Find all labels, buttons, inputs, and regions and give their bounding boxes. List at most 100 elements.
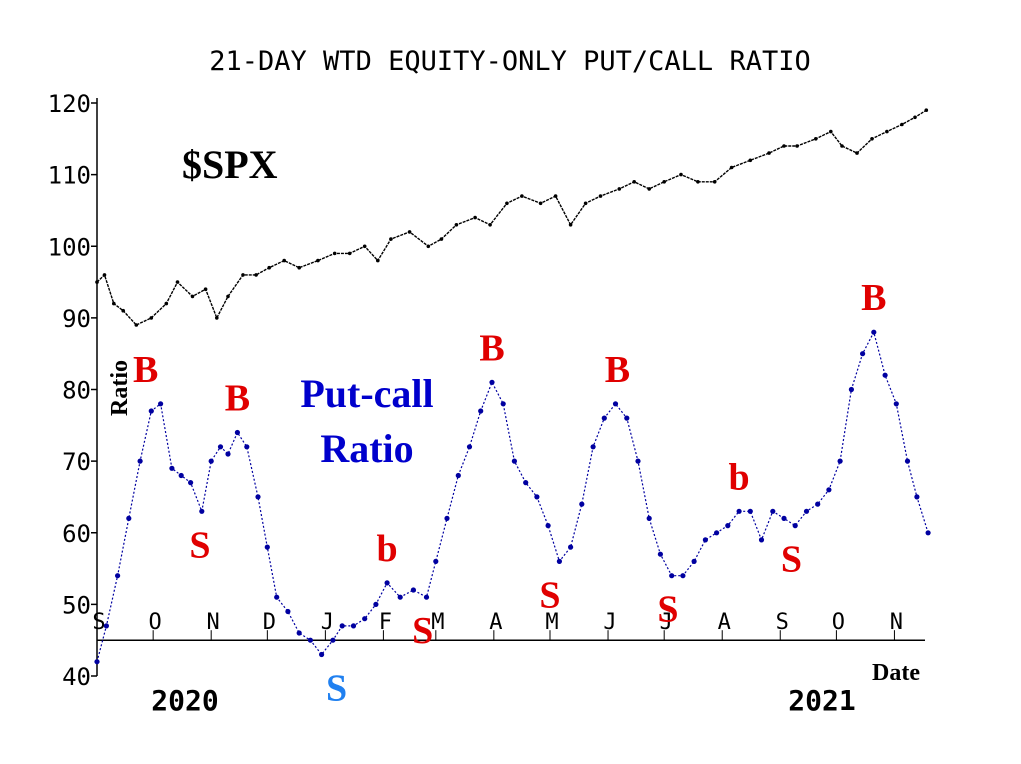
sell-signal-label: S (326, 668, 347, 710)
data-point (274, 594, 280, 600)
data-point (538, 201, 543, 206)
data-point (103, 623, 109, 629)
data-point (95, 280, 99, 284)
data-point (362, 244, 367, 249)
data-point (657, 551, 664, 557)
data-point (397, 594, 403, 600)
data-point (433, 558, 439, 565)
data-point (102, 273, 107, 277)
data-point (893, 401, 899, 407)
data-point (758, 537, 765, 543)
data-point (455, 472, 461, 479)
data-point (241, 273, 245, 277)
series-line (96, 330, 929, 662)
x-tick-label: M (431, 610, 444, 635)
data-point (203, 287, 208, 292)
data-point (767, 151, 771, 155)
sell-signal-label: S (412, 610, 433, 652)
data-point (282, 258, 287, 263)
buy-signal-label: B (605, 349, 630, 391)
data-point (254, 273, 258, 277)
data-point (792, 523, 798, 529)
data-point (826, 487, 832, 493)
data-point (714, 530, 720, 536)
data-point (782, 144, 786, 148)
data-point (208, 458, 214, 464)
x-axis-label: Date (872, 660, 920, 686)
data-point (137, 458, 143, 464)
data-point (407, 230, 412, 234)
data-point (473, 215, 477, 220)
data-point (534, 494, 540, 500)
data-point (319, 651, 325, 658)
data-point (225, 451, 231, 457)
data-point (870, 137, 874, 141)
year-label: 2021 (788, 684, 855, 717)
x-tick-label: S (92, 610, 105, 635)
data-point (770, 508, 776, 514)
axes (96, 98, 925, 676)
y-axis-ticks: 40 50 60 70 80 90 100 110 120 (48, 90, 97, 691)
data-point (545, 523, 551, 529)
data-point (169, 465, 175, 471)
data-point (454, 223, 459, 227)
y-tick-label: 60 (62, 520, 91, 548)
buy-signal-label: B (225, 378, 250, 420)
data-point (94, 659, 100, 665)
y-tick-label: 90 (62, 305, 91, 333)
buy-signal-label: B (133, 349, 158, 391)
data-point (134, 323, 139, 327)
data-point (803, 508, 810, 514)
data-point (624, 415, 630, 421)
data-point (647, 187, 651, 191)
data-point (296, 630, 302, 636)
data-point (679, 172, 683, 177)
data-point (362, 616, 368, 622)
year-label: 2020 (151, 684, 218, 717)
data-point (702, 537, 709, 543)
y-tick-label: 80 (62, 377, 91, 405)
data-point (601, 415, 607, 421)
data-point (662, 180, 666, 184)
data-point (350, 623, 357, 629)
data-point (617, 187, 622, 191)
data-point (669, 573, 675, 579)
data-point (112, 301, 116, 306)
data-point (244, 444, 250, 450)
data-point (285, 608, 291, 615)
data-point (568, 223, 573, 227)
data-point (217, 444, 224, 450)
x-tick-label: J (660, 610, 673, 635)
data-point (489, 379, 495, 385)
data-point (860, 351, 866, 357)
data-point (882, 372, 888, 378)
buy-signal-label: B (479, 327, 504, 369)
data-point (188, 480, 194, 486)
x-tick-label: M (545, 610, 558, 635)
data-point (871, 329, 877, 335)
data-point (815, 501, 821, 507)
x-tick-label: S (776, 610, 789, 635)
data-point (583, 201, 588, 206)
sell-signal-label: S (781, 539, 802, 581)
y-tick-label: 110 (48, 162, 91, 190)
data-point (297, 265, 302, 270)
x-tick-label: J (603, 610, 616, 635)
y-tick-label: 120 (48, 90, 91, 118)
data-point (500, 401, 506, 407)
data-point (691, 558, 697, 565)
spx-label: $SPX (182, 142, 278, 187)
x-tick-label: O (832, 610, 845, 635)
data-point (316, 258, 320, 263)
series-layer (94, 108, 931, 665)
data-point (439, 237, 444, 241)
data-point (478, 408, 484, 414)
data-point (520, 194, 524, 198)
data-point (781, 515, 787, 522)
data-point (199, 508, 205, 514)
data-point (837, 458, 843, 464)
buy-signal-label: b (377, 528, 398, 570)
data-point (126, 515, 132, 522)
data-point (598, 194, 603, 198)
